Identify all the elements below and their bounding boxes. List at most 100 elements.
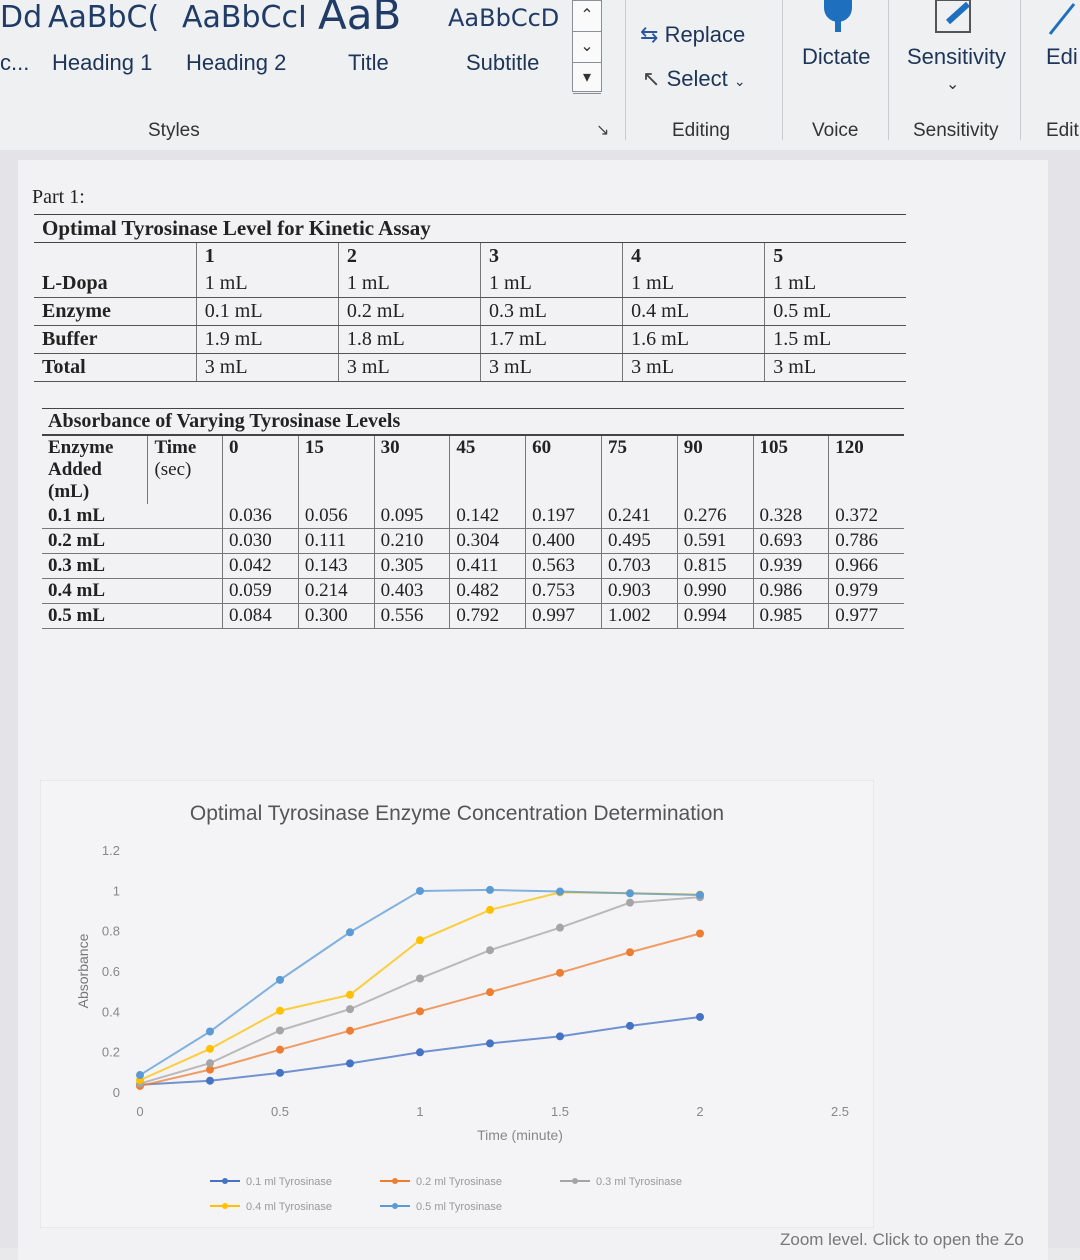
style-heading2-label[interactable]: Heading 2	[186, 50, 287, 75]
row-label: L-Dopa	[34, 270, 197, 298]
editor-pen-icon[interactable]	[1044, 0, 1080, 36]
ribbon: Dd AaBbC( AaBbCcI AaB AaBbCcD c... Headi…	[0, 0, 1080, 151]
sensitivity-icon[interactable]	[934, 0, 978, 36]
header-enzyme: Enzyme Added (mL)	[42, 435, 148, 504]
table-cell: 0.495	[600, 528, 678, 554]
row-label: 0.3 mL	[42, 553, 148, 579]
table-cell: 3 mL	[622, 353, 765, 382]
table-cell: 0.2 mL	[337, 297, 481, 326]
table-cell: 1.9 mL	[195, 325, 339, 354]
style-preview-4[interactable]: AaBbCcD	[448, 4, 560, 32]
select-button[interactable]: ↖ Select ⌄	[642, 66, 746, 92]
legend-marker	[392, 1203, 398, 1209]
table-cell: 0.997	[525, 603, 602, 629]
legend-label: 0.3 ml Tyrosinase	[596, 1176, 682, 1188]
style-preview-3[interactable]: AaB	[318, 0, 402, 39]
scroll-up-icon[interactable]: ⌃	[573, 1, 601, 32]
empty-cell	[147, 504, 223, 529]
row-label: 0.1 mL	[42, 504, 148, 529]
table-cell: 0.979	[828, 578, 904, 604]
empty-cell	[147, 578, 223, 604]
table-cell: 0.276	[676, 504, 754, 529]
sensitivity-button[interactable]: Sensitivity	[907, 44, 1007, 69]
time-header-cell: 75	[600, 435, 678, 504]
data-point	[346, 1059, 354, 1068]
table-row: 0.2 mL 0.030 0.111 0.210 0.304 0.400 0.495 0.59…	[42, 528, 904, 554]
group-divider	[625, 0, 626, 140]
header-time-line1: Time	[154, 437, 197, 458]
data-point	[346, 1026, 354, 1035]
table-cell: 0.084	[222, 603, 299, 629]
editor-button[interactable]: Edi	[1046, 44, 1078, 69]
styles-gallery-scroll[interactable]: ⌃ ⌄ ▾	[572, 0, 602, 94]
style-preview-0[interactable]: Dd	[0, 0, 43, 35]
scroll-down-icon[interactable]: ⌄	[573, 32, 601, 63]
table-cell: 0.986	[752, 578, 829, 604]
gallery-more-icon[interactable]: ▾	[573, 63, 601, 94]
editor-group-label: Edit	[1046, 120, 1079, 141]
table-cell: 1.5 mL	[764, 325, 906, 354]
table-cell: 0.241	[600, 504, 678, 529]
table-row: 0.1 mL 0.036 0.056 0.095 0.142 0.197 0.241 0.27…	[42, 504, 904, 529]
dictate-button[interactable]: Dictate	[802, 44, 871, 69]
style-preview-2[interactable]: AaBbCcI	[182, 0, 307, 35]
dialog-launcher-icon[interactable]: ↘	[596, 122, 610, 139]
replace-icon: ⇆	[640, 22, 659, 47]
data-point	[486, 1039, 494, 1048]
absorbance-table: Absorbance of Varying Tyrosinase Levels …	[42, 408, 904, 629]
table-cell: 0.210	[373, 528, 450, 554]
table-cell: 0.197	[525, 504, 602, 529]
table-cell: 0.411	[449, 553, 526, 579]
data-point	[346, 928, 354, 937]
style-preview-1[interactable]: AaBbC(	[48, 0, 160, 35]
data-point	[626, 889, 634, 898]
table-cell: 0.966	[828, 553, 904, 579]
table-cell: 0.563	[525, 553, 602, 579]
time-header-cell: 0	[222, 435, 299, 504]
data-point	[696, 1012, 704, 1021]
legend-marker	[572, 1178, 578, 1184]
style-normal-label[interactable]: c...	[0, 50, 30, 75]
data-point	[206, 1059, 214, 1068]
table-cell: 0.591	[676, 528, 754, 554]
table-cell: 0.3 mL	[480, 297, 623, 326]
table-cell: 0.400	[525, 528, 602, 554]
chart-area	[39, 779, 875, 1229]
sensitivity-group-label: Sensitivity	[913, 120, 999, 141]
microphone-icon[interactable]	[818, 0, 858, 32]
y-tick-label: 0	[113, 1085, 120, 1100]
chevron-down-icon: ⌄	[733, 73, 746, 89]
time-header-cell: 90	[676, 435, 754, 504]
table-cell: 0.482	[449, 578, 526, 604]
time-header-cell: 45	[449, 435, 526, 504]
table2-title: Absorbance of Varying Tyrosinase Levels	[42, 408, 904, 436]
data-point	[416, 974, 424, 983]
row-label: 0.2 mL	[42, 528, 148, 554]
table-row: 0.4 mL 0.059 0.214 0.403 0.482 0.753 0.903 0.99…	[42, 578, 904, 604]
data-point	[206, 1027, 214, 1036]
data-point	[556, 968, 564, 977]
y-tick-label: 0.4	[102, 1004, 120, 1019]
table-cell: 3 mL	[337, 353, 481, 382]
table-cell: 0.300	[297, 603, 375, 629]
table-cell: 0.142	[449, 504, 526, 529]
y-tick-label: 0.6	[102, 964, 120, 979]
table-cell: 3 mL	[480, 353, 623, 382]
table-cell: 3 mL	[764, 353, 906, 382]
style-title-label[interactable]: Title	[348, 50, 389, 75]
table1-header-cell: 5	[764, 242, 906, 270]
zoom-status-text[interactable]: Zoom level. Click to open the Zo	[780, 1230, 1024, 1249]
y-tick-label: 0.2	[102, 1045, 120, 1060]
chart-container[interactable]: Optimal Tyrosinase Enzyme Concentration …	[39, 779, 875, 1229]
table1-header-cell: 4	[622, 242, 765, 270]
table-cell: 0.305	[373, 553, 450, 579]
table-cell: 0.753	[525, 578, 602, 604]
table-cell: 1 mL	[337, 270, 481, 298]
data-point	[556, 923, 564, 932]
chevron-down-icon[interactable]: ⌄	[946, 76, 960, 93]
replace-button[interactable]: ⇆ Replace	[640, 22, 745, 48]
style-subtitle-label[interactable]: Subtitle	[466, 50, 540, 75]
style-heading1-label[interactable]: Heading 1	[52, 50, 153, 75]
table-row: 0.5 mL 0.084 0.300 0.556 0.792 0.997 1.002 0.99…	[42, 603, 904, 629]
data-point	[346, 1005, 354, 1014]
